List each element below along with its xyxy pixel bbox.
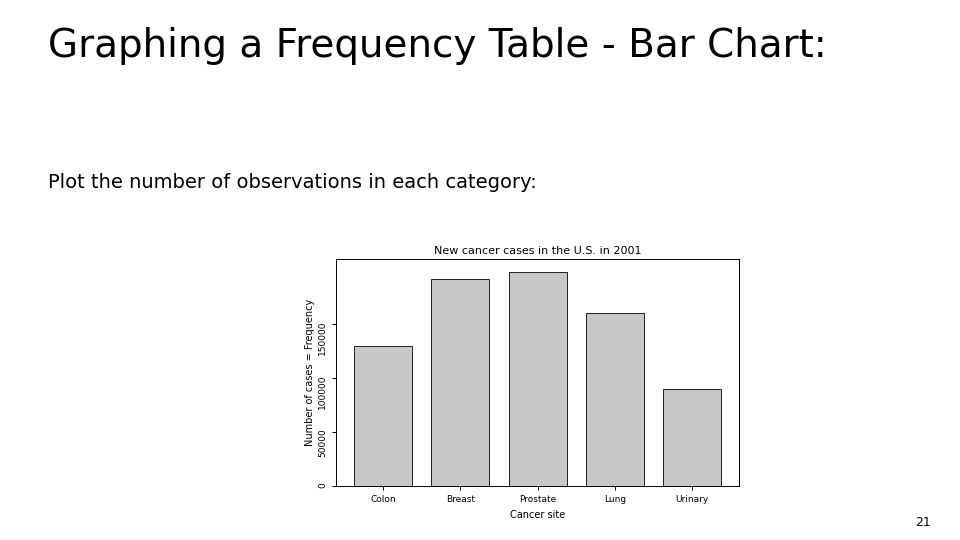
Bar bbox=[354, 346, 412, 486]
Title: New cancer cases in the U.S. in 2001: New cancer cases in the U.S. in 2001 bbox=[434, 246, 641, 255]
Bar bbox=[586, 313, 644, 486]
Text: Plot the number of observations in each category:: Plot the number of observations in each … bbox=[48, 173, 537, 192]
Bar bbox=[431, 279, 490, 486]
Bar bbox=[509, 272, 566, 486]
X-axis label: Cancer site: Cancer site bbox=[510, 510, 565, 519]
Bar bbox=[663, 389, 721, 486]
Text: 21: 21 bbox=[916, 516, 931, 529]
Y-axis label: Number of cases = Frequency: Number of cases = Frequency bbox=[305, 299, 315, 446]
Text: Graphing a Frequency Table - Bar Chart:: Graphing a Frequency Table - Bar Chart: bbox=[48, 27, 827, 65]
